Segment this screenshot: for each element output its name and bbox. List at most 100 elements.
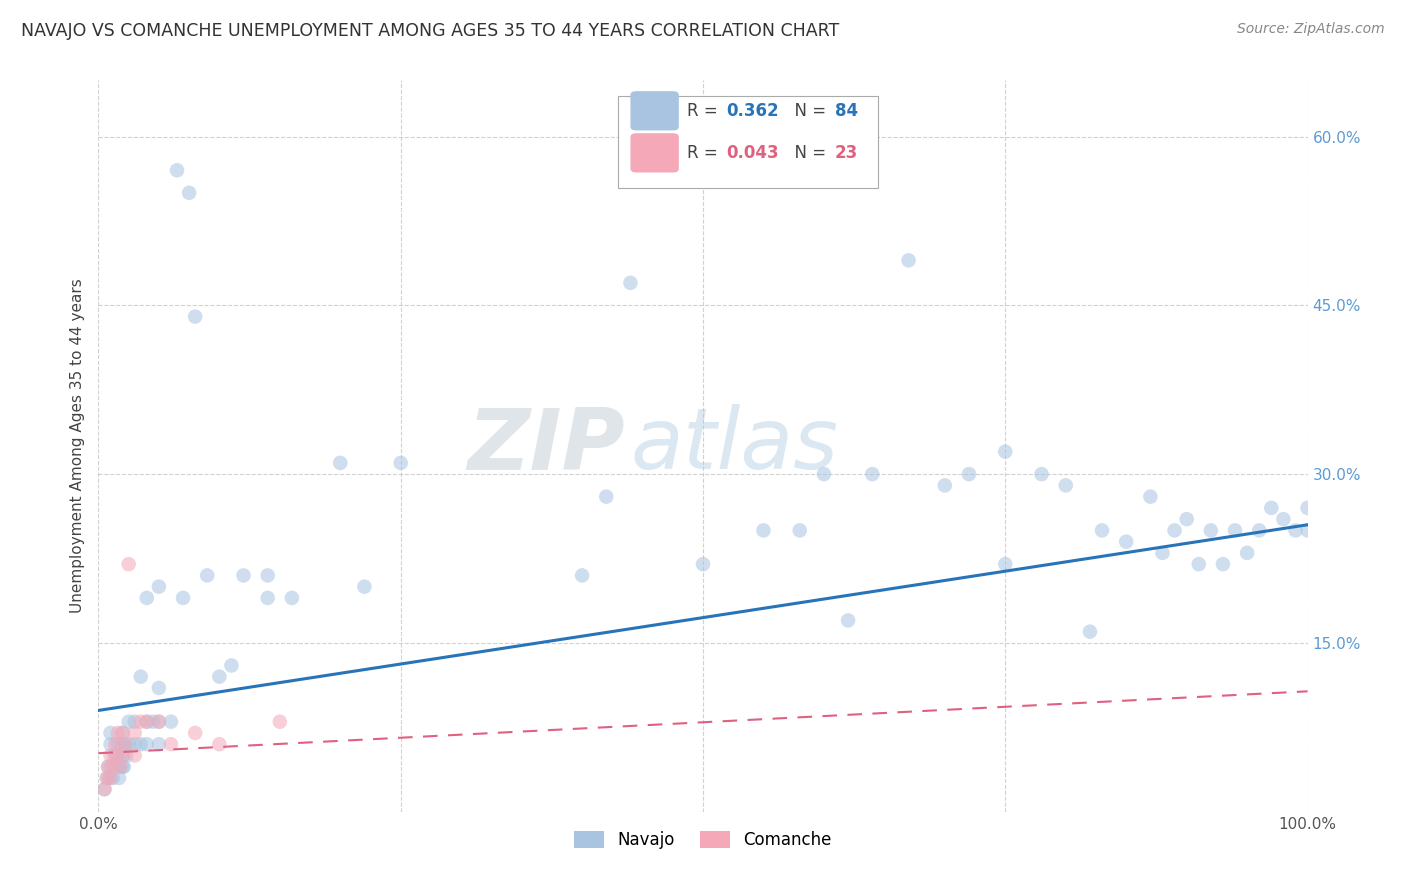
Point: [118, 714, 141, 729]
Point: [160, 737, 183, 751]
Point: [103, 748, 125, 763]
Point: [1236, 546, 1258, 560]
Point: [353, 580, 375, 594]
Text: N =: N =: [785, 144, 831, 161]
Point: [179, 186, 201, 200]
Text: R =: R =: [688, 144, 723, 161]
Point: [111, 726, 134, 740]
Point: [105, 748, 128, 763]
Point: [752, 524, 775, 538]
Point: [1296, 500, 1319, 515]
Point: [595, 490, 617, 504]
Point: [135, 714, 157, 729]
Point: [108, 760, 131, 774]
Point: [108, 771, 131, 785]
Point: [142, 714, 165, 729]
Point: [1284, 524, 1306, 538]
Text: R =: R =: [688, 102, 723, 120]
Text: 0.362: 0.362: [725, 102, 779, 120]
Text: 0.043: 0.043: [725, 144, 779, 161]
Point: [221, 658, 243, 673]
Point: [124, 714, 146, 729]
Point: [1078, 624, 1101, 639]
Point: [184, 726, 207, 740]
Point: [1091, 524, 1114, 538]
Point: [389, 456, 412, 470]
Point: [148, 681, 170, 695]
Point: [100, 737, 122, 751]
Point: [195, 568, 218, 582]
Point: [897, 253, 920, 268]
Point: [135, 714, 157, 729]
Point: [172, 591, 194, 605]
Point: [111, 748, 134, 763]
Point: [107, 737, 129, 751]
Point: [148, 737, 170, 751]
Point: [837, 614, 859, 628]
Text: ZIP: ZIP: [467, 404, 624, 488]
Point: [108, 760, 131, 774]
Point: [105, 748, 128, 763]
Point: [232, 568, 254, 582]
Point: [256, 568, 278, 582]
Point: [124, 748, 146, 763]
Point: [1152, 546, 1174, 560]
Point: [256, 591, 278, 605]
Text: 84: 84: [835, 102, 858, 120]
Text: 23: 23: [835, 144, 858, 161]
Point: [994, 444, 1017, 458]
Point: [1139, 490, 1161, 504]
Point: [124, 737, 146, 751]
Point: [101, 771, 124, 785]
Point: [111, 726, 134, 740]
Point: [619, 276, 641, 290]
Point: [105, 760, 128, 774]
Point: [100, 760, 122, 774]
Text: NAVAJO VS COMANCHE UNEMPLOYMENT AMONG AGES 35 TO 44 YEARS CORRELATION CHART: NAVAJO VS COMANCHE UNEMPLOYMENT AMONG AG…: [21, 22, 839, 40]
Point: [148, 714, 170, 729]
Point: [96, 771, 118, 785]
Point: [101, 760, 124, 774]
Point: [104, 737, 127, 751]
Point: [1188, 557, 1211, 571]
Point: [97, 760, 120, 774]
Point: [281, 591, 304, 605]
Legend: Navajo, Comanche: Navajo, Comanche: [568, 824, 838, 856]
Point: [1296, 524, 1319, 538]
Point: [148, 714, 170, 729]
Point: [1199, 524, 1222, 538]
Point: [813, 467, 835, 482]
Point: [1054, 478, 1077, 492]
Point: [789, 524, 811, 538]
Point: [1031, 467, 1053, 482]
Point: [1260, 500, 1282, 515]
Point: [1212, 557, 1234, 571]
Point: [97, 760, 120, 774]
Point: [100, 726, 122, 740]
Point: [1175, 512, 1198, 526]
Point: [111, 748, 134, 763]
Point: [129, 714, 152, 729]
FancyBboxPatch shape: [630, 133, 679, 172]
Point: [135, 737, 157, 751]
Point: [93, 782, 115, 797]
Point: [934, 478, 956, 492]
Point: [166, 163, 188, 178]
Point: [93, 782, 115, 797]
Point: [994, 557, 1017, 571]
Point: [107, 726, 129, 740]
Point: [208, 737, 231, 751]
Point: [160, 714, 183, 729]
Point: [571, 568, 593, 582]
Point: [129, 670, 152, 684]
Point: [135, 591, 157, 605]
Point: [118, 557, 141, 571]
Point: [114, 737, 136, 751]
Point: [269, 714, 291, 729]
Point: [100, 771, 122, 785]
Point: [100, 748, 122, 763]
Point: [1163, 524, 1185, 538]
Point: [124, 726, 146, 740]
Point: [184, 310, 207, 324]
Point: [1272, 512, 1295, 526]
